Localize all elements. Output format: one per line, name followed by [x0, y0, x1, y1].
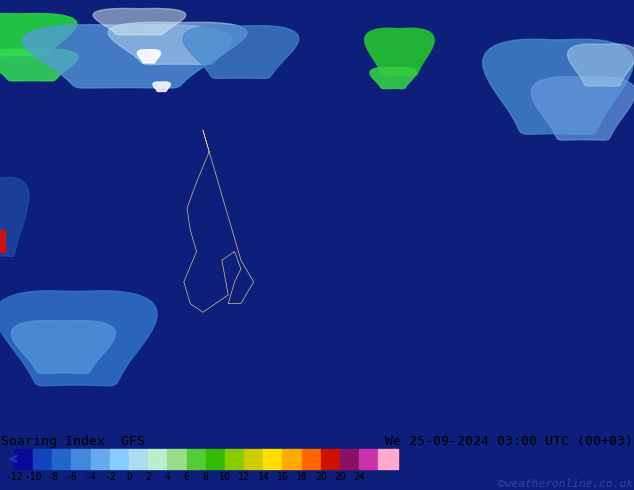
Bar: [321, 449, 340, 468]
Bar: [33, 449, 52, 468]
Polygon shape: [0, 291, 157, 386]
Bar: [0, 230, 5, 251]
Text: -10: -10: [24, 472, 42, 482]
Polygon shape: [0, 14, 77, 56]
Polygon shape: [370, 68, 417, 89]
Polygon shape: [183, 25, 299, 78]
Text: We 25-09-2024 03:00 UTC (00+03): We 25-09-2024 03:00 UTC (00+03): [385, 435, 633, 448]
Text: -12: -12: [5, 472, 23, 482]
Polygon shape: [567, 44, 634, 86]
Polygon shape: [0, 49, 78, 81]
Bar: [186, 449, 205, 468]
Polygon shape: [0, 177, 29, 256]
Bar: [378, 449, 398, 468]
Text: -2: -2: [104, 472, 116, 482]
Polygon shape: [93, 8, 186, 35]
Text: 24: 24: [353, 472, 365, 482]
Bar: [110, 449, 129, 468]
Bar: [340, 449, 359, 468]
Polygon shape: [153, 82, 171, 92]
Text: 20: 20: [315, 472, 327, 482]
Text: 18: 18: [295, 472, 307, 482]
Polygon shape: [11, 320, 115, 373]
Bar: [283, 449, 302, 468]
Text: 20: 20: [334, 472, 346, 482]
Polygon shape: [531, 77, 634, 140]
Text: ©weatheronline.co.uk: ©weatheronline.co.uk: [498, 479, 633, 489]
Bar: [52, 449, 72, 468]
Bar: [148, 449, 167, 468]
Text: 14: 14: [257, 472, 269, 482]
Bar: [263, 449, 283, 468]
Bar: [129, 449, 148, 468]
Bar: [359, 449, 378, 468]
Text: -8: -8: [46, 472, 58, 482]
Bar: [205, 449, 225, 468]
Text: 10: 10: [219, 472, 231, 482]
Text: 8: 8: [203, 472, 209, 482]
Polygon shape: [138, 50, 160, 63]
Text: 2: 2: [145, 472, 151, 482]
Polygon shape: [365, 28, 434, 76]
Text: 0: 0: [126, 472, 132, 482]
Polygon shape: [108, 22, 247, 65]
Text: Soaring Index  GFS: Soaring Index GFS: [1, 435, 145, 448]
Polygon shape: [23, 24, 231, 88]
Text: 6: 6: [184, 472, 190, 482]
Polygon shape: [482, 39, 633, 134]
Bar: [167, 449, 186, 468]
Text: -4: -4: [85, 472, 96, 482]
Bar: [91, 449, 110, 468]
Text: 12: 12: [238, 472, 250, 482]
Text: -6: -6: [65, 472, 77, 482]
Bar: [72, 449, 91, 468]
Bar: [244, 449, 263, 468]
Bar: [302, 449, 321, 468]
Text: 16: 16: [276, 472, 288, 482]
Text: 4: 4: [164, 472, 171, 482]
Bar: [14, 449, 33, 468]
Bar: [225, 449, 244, 468]
